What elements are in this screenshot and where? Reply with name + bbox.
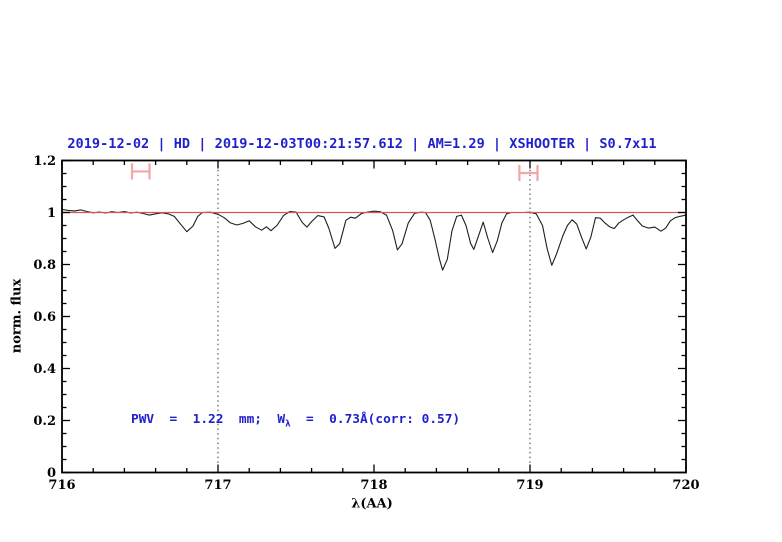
y-tick-label-0.6: 0.6 <box>33 310 56 325</box>
y-tick-label-0.2: 0.2 <box>33 414 56 429</box>
pwv-annotation-suffix: = 0.73Å(corr: 0.57) <box>290 412 461 427</box>
spectrum-line <box>61 208 687 271</box>
pwv-annotation-prefix: PWV = 1.22 mm; W <box>131 412 286 427</box>
y-tick-label-0.8: 0.8 <box>33 258 56 273</box>
y-axis-label: norm. flux <box>9 278 25 354</box>
x-tick-label-717: 717 <box>204 478 231 493</box>
x-tick-label-718: 718 <box>360 478 387 493</box>
x-tick-label-720: 720 <box>672 478 699 493</box>
pwv-annotation-subscript: λ <box>285 418 291 430</box>
y-tick-label-0.4: 0.4 <box>33 362 56 377</box>
x-axis-label: λ(AA) <box>351 496 393 512</box>
pwv-annotation: PWV = 1.22 mm; Wλ = 0.73Å(corr: 0.57) <box>131 411 460 434</box>
x-tick-label-719: 719 <box>516 478 543 493</box>
plot-title: 2019-12-02 | HD | 2019-12-03T00:21:57.61… <box>67 136 657 152</box>
x-tick-label-716: 716 <box>48 478 75 493</box>
y-tick-label-0: 0 <box>47 466 56 481</box>
y-tick-label-1.2: 1.2 <box>33 154 56 169</box>
y-tick-label-1: 1 <box>47 206 56 221</box>
